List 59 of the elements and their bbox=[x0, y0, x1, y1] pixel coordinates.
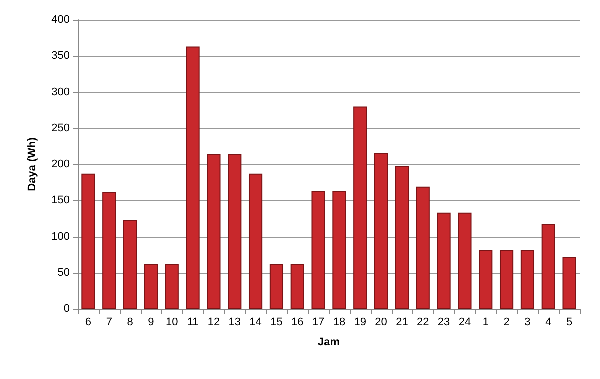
y-tick-label: 50 bbox=[58, 266, 70, 279]
x-tick-label: 20 bbox=[375, 316, 388, 328]
x-tick-label: 7 bbox=[106, 316, 112, 328]
bar bbox=[479, 250, 493, 309]
bar bbox=[354, 106, 368, 309]
bar bbox=[332, 191, 346, 309]
bar bbox=[500, 250, 514, 309]
x-tick-label: 18 bbox=[333, 316, 346, 328]
y-tick-label: 150 bbox=[52, 194, 70, 207]
x-tick-label: 10 bbox=[166, 316, 178, 328]
bar bbox=[520, 250, 535, 309]
bar bbox=[374, 152, 388, 309]
bar bbox=[228, 154, 242, 309]
y-tick-label: 250 bbox=[52, 122, 70, 134]
y-tick-label: 400 bbox=[52, 14, 70, 26]
y-tick-label: 100 bbox=[52, 230, 70, 243]
bar bbox=[395, 166, 410, 309]
x-tick-label: 22 bbox=[417, 316, 430, 328]
x-tick-label: 14 bbox=[250, 316, 262, 328]
bar bbox=[270, 264, 284, 309]
bar bbox=[82, 174, 96, 309]
bar bbox=[123, 220, 138, 309]
bar bbox=[248, 174, 263, 309]
y-axis-title: Daya (Wh) bbox=[26, 137, 38, 192]
y-tick-label: 200 bbox=[52, 158, 70, 170]
x-tick-label: 3 bbox=[524, 316, 531, 328]
x-tick-label: 5 bbox=[566, 316, 573, 328]
bar bbox=[186, 46, 200, 309]
x-tick-label: 19 bbox=[354, 316, 366, 328]
y-tick-label: 350 bbox=[52, 50, 70, 62]
x-tick-label: 4 bbox=[546, 316, 552, 328]
x-tick-label: 15 bbox=[270, 316, 283, 328]
bar bbox=[290, 264, 304, 309]
bar bbox=[102, 192, 116, 309]
bar bbox=[312, 191, 326, 309]
x-tick-label: 1 bbox=[482, 316, 489, 328]
x-tick-label: 12 bbox=[208, 316, 220, 328]
bar bbox=[144, 264, 158, 309]
bar bbox=[207, 154, 221, 309]
x-tick-label: 13 bbox=[228, 316, 241, 328]
x-tick-label: 2 bbox=[504, 316, 510, 328]
y-tick-label: 0 bbox=[64, 303, 70, 315]
x-tick-label: 11 bbox=[187, 316, 199, 328]
bar bbox=[458, 212, 472, 309]
x-tick-label: 8 bbox=[127, 316, 134, 328]
x-tick-label: 17 bbox=[312, 316, 325, 328]
x-tick-label: 6 bbox=[85, 316, 92, 328]
x-axis-title: Jam bbox=[318, 336, 340, 348]
x-tick-label: 9 bbox=[148, 316, 154, 328]
x-tick-label: 16 bbox=[292, 316, 304, 328]
x-tick-label: 21 bbox=[396, 316, 408, 328]
bar bbox=[165, 264, 179, 309]
x-tick-label: 24 bbox=[458, 316, 472, 328]
bar bbox=[416, 186, 430, 309]
bar bbox=[562, 256, 576, 309]
y-tick-label: 300 bbox=[52, 86, 70, 98]
bar bbox=[437, 212, 451, 309]
bar bbox=[542, 224, 556, 309]
x-tick-label: 23 bbox=[438, 316, 450, 328]
